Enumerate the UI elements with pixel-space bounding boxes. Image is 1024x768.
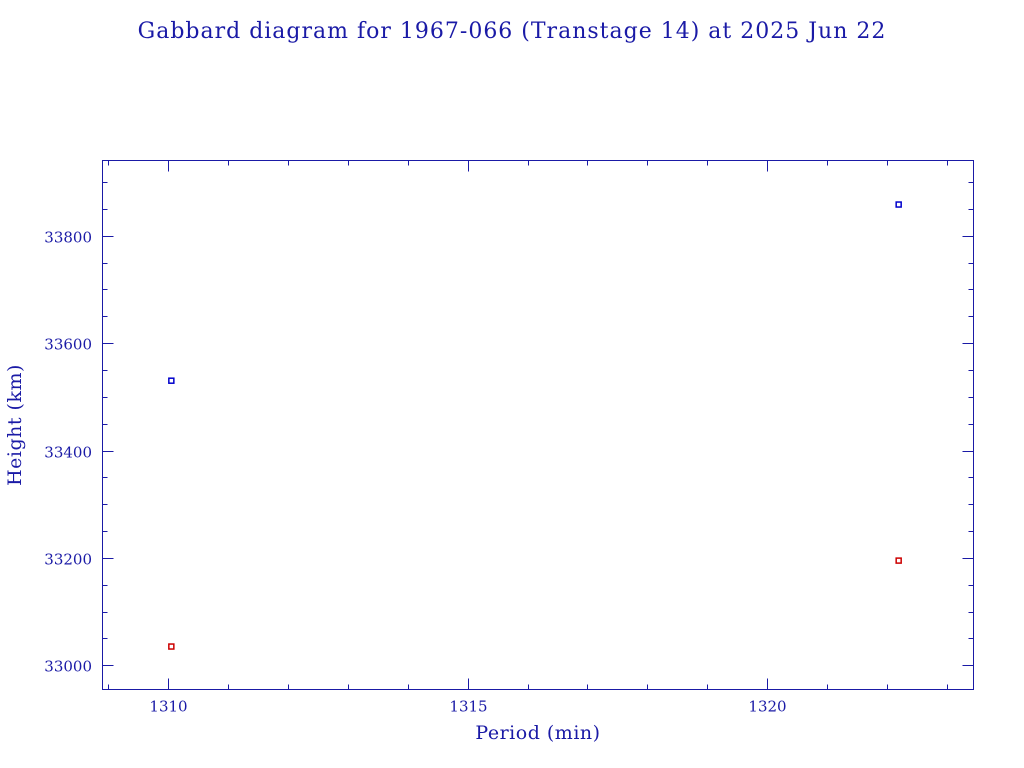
x-tick-label: 1310 [149,698,187,716]
y-axis-label: Height (km) [4,364,26,486]
x-tick-label: 1315 [449,698,487,716]
y-tick-label: 33000 [44,658,92,676]
axis-tick-labels: 1310 1315 1320 33000 33200 33400 33600 33800 [44,229,786,716]
axis-ticks [102,160,974,690]
y-tick-label: 33200 [44,551,92,569]
data-point [895,201,902,208]
data-points [168,201,902,650]
data-point [168,377,175,384]
x-tick-label: 1320 [748,698,786,716]
x-axis-label: Period (min) [475,722,600,744]
y-tick-label: 33800 [44,229,92,247]
plot-frame [102,160,974,690]
data-point [895,557,902,564]
chart-title: Gabbard diagram for 1967-066 (Transtage … [138,19,887,44]
data-point [168,643,175,650]
y-tick-label: 33600 [44,336,92,354]
y-tick-label: 33400 [44,444,92,462]
